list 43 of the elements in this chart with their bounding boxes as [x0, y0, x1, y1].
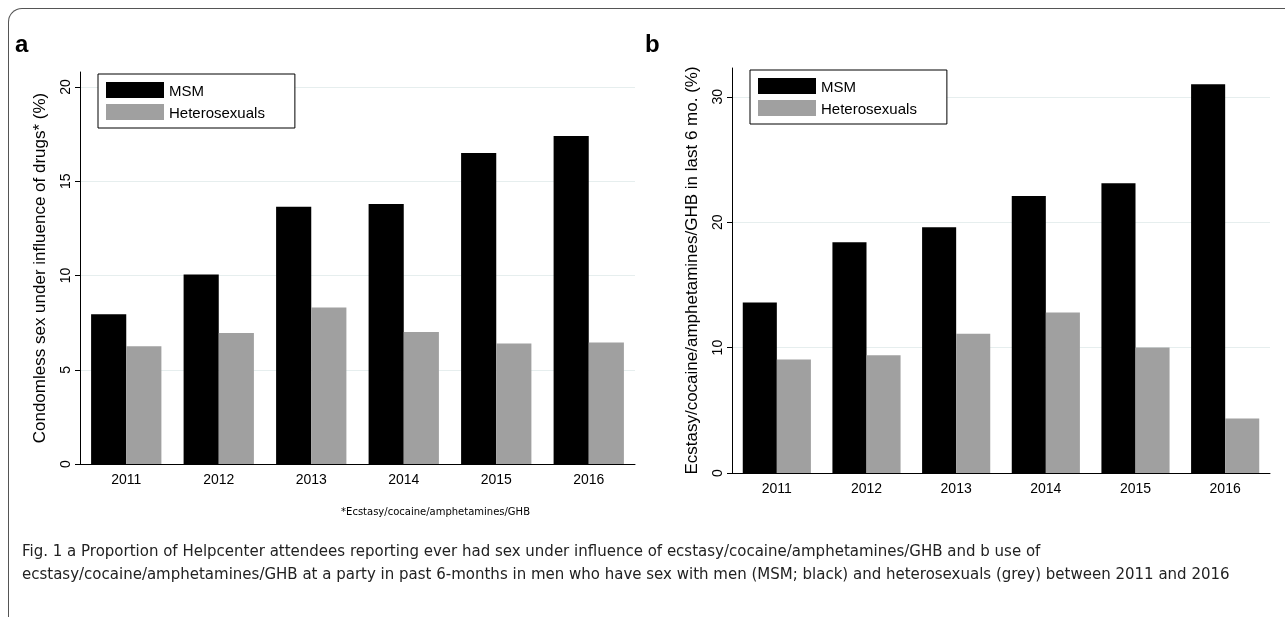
x-tick-label: 2015 — [480, 471, 513, 487]
x-tick-label: 2011 — [761, 480, 793, 496]
bar — [126, 346, 162, 464]
legend-label: MSM — [169, 81, 204, 99]
y-tick-label: 10 — [57, 267, 73, 284]
y-tick-label: 20 — [709, 214, 725, 231]
chart-title: b — [645, 29, 660, 57]
x-tick-label: 2012 — [850, 480, 883, 496]
legend-label: Heterosexuals — [169, 103, 265, 121]
y-tick-label: 20 — [57, 79, 73, 95]
x-tick-label: 2016 — [1209, 480, 1241, 496]
x-tick-label: 2011 — [111, 471, 142, 487]
bar — [1225, 418, 1260, 473]
y-tick-label: 5 — [57, 365, 73, 374]
bar — [1135, 347, 1170, 473]
bar — [956, 333, 991, 473]
bar — [588, 342, 624, 464]
bar — [866, 355, 901, 473]
chart-title: a — [15, 29, 29, 57]
x-tick-label: 2014 — [1030, 480, 1062, 496]
text: *Ecstasy/cocaine/amphetamines/GHB — [341, 505, 531, 517]
x-tick-label: 2014 — [388, 471, 420, 487]
x-tick-label: 2016 — [573, 471, 605, 487]
caption: Fig. 1 a Proportion of Helpcenter attendees reporting ever had sex under influence of ecstasy/cocaine/amphetamines/GHB and b use of ecstasy/cocaine/amphetamines/GHB at a party in past 6-months in men who have sex with men (MSM; black) and heterosexuals (grey) between 2011 and 2016 — [22, 541, 1231, 585]
y-axis-title: Ecstasy/cocaine/amphetamines/GHB in last 6 mo. (%) — [682, 66, 701, 475]
x-tick-label: 2015 — [1119, 480, 1152, 496]
bar — [403, 332, 439, 464]
bar — [311, 307, 347, 464]
y-axis-title: Condomless sex under influence of drugs* (%) — [30, 92, 49, 444]
legend-label: MSM — [821, 77, 856, 95]
y-tick-label: 0 — [709, 468, 725, 477]
bar — [776, 359, 811, 473]
x-tick-label: 2013 — [940, 480, 972, 496]
bar — [496, 343, 532, 464]
bar — [1045, 312, 1080, 473]
x-tick-label: 2013 — [295, 471, 328, 487]
y-tick-label: 10 — [709, 339, 725, 356]
legend-label: Heterosexuals — [821, 99, 917, 117]
y-tick-label: 15 — [57, 173, 73, 190]
x-tick-label: 2012 — [203, 471, 235, 487]
bar — [218, 333, 254, 464]
y-tick-label: 0 — [57, 459, 73, 468]
y-tick-label: 30 — [709, 88, 725, 105]
